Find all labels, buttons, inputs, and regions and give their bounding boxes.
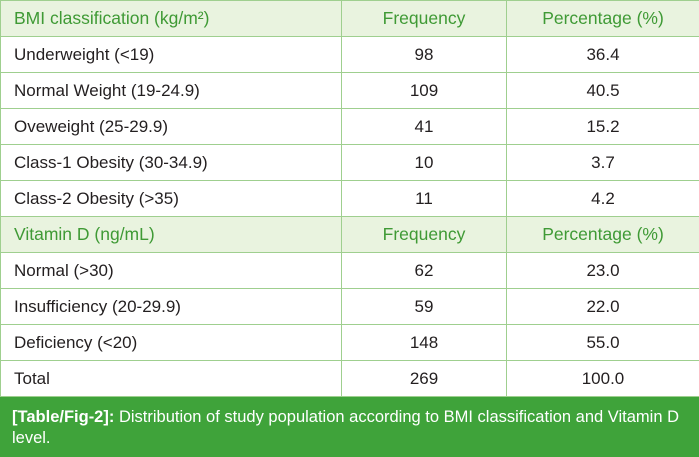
category-cell: Deficiency (<20) <box>0 324 342 361</box>
percentage-cell: 55.0 <box>506 324 699 361</box>
total-row: Total 269 100.0 <box>0 360 699 397</box>
percentage-cell: 3.7 <box>506 144 699 181</box>
category-cell: Class-1 Obesity (30-34.9) <box>0 144 342 181</box>
category-cell: Class-2 Obesity (>35) <box>0 180 342 217</box>
frequency-cell: 98 <box>341 36 507 73</box>
category-cell: Oveweight (25-29.9) <box>0 108 342 145</box>
percentage-cell: 23.0 <box>506 252 699 289</box>
category-cell: Normal (>30) <box>0 252 342 289</box>
frequency-cell: 62 <box>341 252 507 289</box>
percentage-header: Percentage (%) <box>506 0 699 37</box>
table-caption: [Table/Fig-2]: Distribution of study pop… <box>0 397 699 457</box>
frequency-cell: 10 <box>341 144 507 181</box>
category-cell: Underweight (<19) <box>0 36 342 73</box>
percentage-cell: 15.2 <box>506 108 699 145</box>
category-cell: Insufficiency (20-29.9) <box>0 288 342 325</box>
percentage-header: Percentage (%) <box>506 216 699 253</box>
percentage-cell: 40.5 <box>506 72 699 109</box>
bmi-classification-header: BMI classification (kg/m²) <box>0 0 342 37</box>
table-row: Oveweight (25-29.9) 41 15.2 <box>0 108 699 145</box>
percentage-cell: 22.0 <box>506 288 699 325</box>
caption-label: [Table/Fig-2]: <box>12 408 115 426</box>
frequency-cell: 109 <box>341 72 507 109</box>
frequency-cell: 41 <box>341 108 507 145</box>
table-row: Class-1 Obesity (30-34.9) 10 3.7 <box>0 144 699 181</box>
vitamin-d-header: Vitamin D (ng/mL) <box>0 216 342 253</box>
total-frequency-cell: 269 <box>341 360 507 397</box>
table-row: Insufficiency (20-29.9) 59 22.0 <box>0 288 699 325</box>
percentage-cell: 36.4 <box>506 36 699 73</box>
percentage-cell: 4.2 <box>506 180 699 217</box>
caption-text: Distribution of study population accordi… <box>12 408 680 447</box>
table-row: Deficiency (<20) 148 55.0 <box>0 324 699 361</box>
frequency-cell: 11 <box>341 180 507 217</box>
frequency-cell: 148 <box>341 324 507 361</box>
frequency-header: Frequency <box>341 216 507 253</box>
table-row: Normal (>30) 62 23.0 <box>0 252 699 289</box>
table-row: Class-2 Obesity (>35) 11 4.2 <box>0 180 699 217</box>
frequency-cell: 59 <box>341 288 507 325</box>
frequency-header: Frequency <box>341 0 507 37</box>
bmi-header-row: BMI classification (kg/m²) Frequency Per… <box>0 0 699 37</box>
total-percentage-cell: 100.0 <box>506 360 699 397</box>
vitamin-d-header-row: Vitamin D (ng/mL) Frequency Percentage (… <box>0 216 699 253</box>
category-cell: Normal Weight (19-24.9) <box>0 72 342 109</box>
bmi-vitamin-d-table: BMI classification (kg/m²) Frequency Per… <box>0 0 699 397</box>
table-row: Underweight (<19) 98 36.4 <box>0 36 699 73</box>
table-row: Normal Weight (19-24.9) 109 40.5 <box>0 72 699 109</box>
total-label-cell: Total <box>0 360 342 397</box>
